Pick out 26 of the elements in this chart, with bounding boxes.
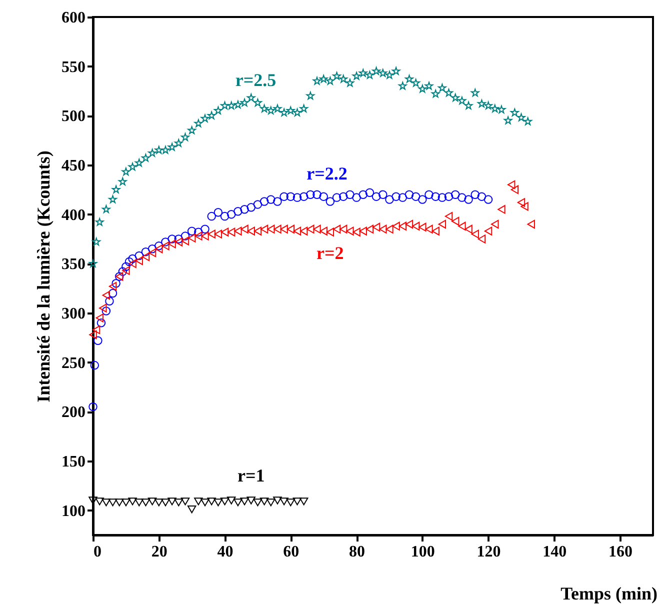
y-tick-label: 250 xyxy=(62,354,86,372)
y-tick-label: 400 xyxy=(62,206,86,224)
x-tick-label: 80 xyxy=(349,544,366,560)
x-tick-label: 20 xyxy=(151,544,168,560)
y-tick-label: 200 xyxy=(62,404,86,422)
y-tick-label: 550 xyxy=(62,58,86,76)
y-tick-label: 150 xyxy=(62,454,86,470)
y-tick-label: 500 xyxy=(62,108,86,126)
x-tick-label: 100 xyxy=(410,544,435,560)
x-axis-title: Temps (min) xyxy=(560,584,658,604)
x-tick-label: 40 xyxy=(217,544,234,560)
x-tick-label: 120 xyxy=(476,544,501,560)
series-label: r=2.5 xyxy=(235,70,276,90)
series-label: r=1 xyxy=(237,465,265,486)
y-tick-label: 350 xyxy=(62,256,86,274)
y-axis-title: Intensité de la lumière (Kcounts) xyxy=(34,150,54,402)
series-label: r=2.2 xyxy=(306,164,348,184)
y-tick-label: 600 xyxy=(62,10,86,26)
y-tick-label: 100 xyxy=(62,502,86,520)
x-tick-label: 160 xyxy=(608,544,633,560)
x-tick-label: 0 xyxy=(94,544,102,560)
x-tick-label: 60 xyxy=(283,544,300,560)
y-tick-label: 450 xyxy=(62,158,86,174)
y-tick-label: 300 xyxy=(62,306,86,322)
series-label: r=2 xyxy=(316,243,344,264)
x-tick-label: 140 xyxy=(542,544,567,560)
